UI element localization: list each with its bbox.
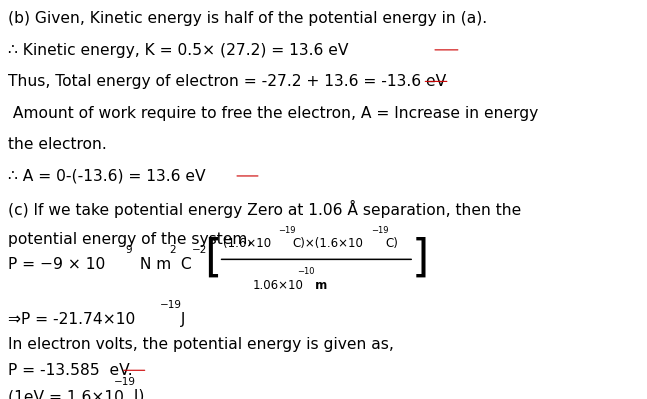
Text: the electron.: the electron. <box>8 137 107 152</box>
Text: −2: −2 <box>192 245 207 255</box>
Text: Thus, Total energy of electron = -27.2 + 13.6 = -13.6 eV: Thus, Total energy of electron = -27.2 +… <box>8 74 446 89</box>
Text: 2: 2 <box>170 245 176 255</box>
Text: N m: N m <box>135 257 171 273</box>
Text: J): J) <box>129 389 145 399</box>
Text: ∴ A = 0-(-13.6) = 13.6 eV: ∴ A = 0-(-13.6) = 13.6 eV <box>8 169 205 184</box>
Text: −19: −19 <box>278 226 296 235</box>
Text: C: C <box>176 257 192 273</box>
Text: 1.06×10: 1.06×10 <box>252 279 303 292</box>
Text: −19: −19 <box>114 377 136 387</box>
Text: −19: −19 <box>371 226 388 235</box>
Text: (1.6×10: (1.6×10 <box>223 237 271 251</box>
Text: m: m <box>311 279 327 292</box>
Text: P = -13.585  eV.: P = -13.585 eV. <box>8 363 133 378</box>
Text: Amount of work require to free the electron, A = Increase in energy: Amount of work require to free the elect… <box>8 106 538 121</box>
Text: P = −9 × 10: P = −9 × 10 <box>8 257 105 273</box>
Text: (c) If we take potential energy Zero at 1.06 Å separation, then the: (c) If we take potential energy Zero at … <box>8 200 521 218</box>
Text: −19: −19 <box>160 300 182 310</box>
Text: potential energy of the system,: potential energy of the system, <box>8 232 252 247</box>
Text: ⇒P = -21.74×10: ⇒P = -21.74×10 <box>8 312 135 327</box>
Text: (b) Given, Kinetic energy is half of the potential energy in (a).: (b) Given, Kinetic energy is half of the… <box>8 11 487 26</box>
Text: (1eV = 1.6×10: (1eV = 1.6×10 <box>8 389 124 399</box>
Text: C): C) <box>386 237 399 251</box>
Text: ∴ Kinetic energy, K = 0.5× (27.2) = 13.6 eV: ∴ Kinetic energy, K = 0.5× (27.2) = 13.6… <box>8 43 348 58</box>
Text: −10: −10 <box>298 267 315 277</box>
Text: J: J <box>176 312 185 327</box>
Text: 9: 9 <box>126 245 132 255</box>
Text: C)×(1.6×10: C)×(1.6×10 <box>292 237 364 251</box>
Text: In electron volts, the potential energy is given as,: In electron volts, the potential energy … <box>8 337 393 352</box>
Text: ]: ] <box>411 236 429 279</box>
Text: [: [ <box>204 236 221 279</box>
